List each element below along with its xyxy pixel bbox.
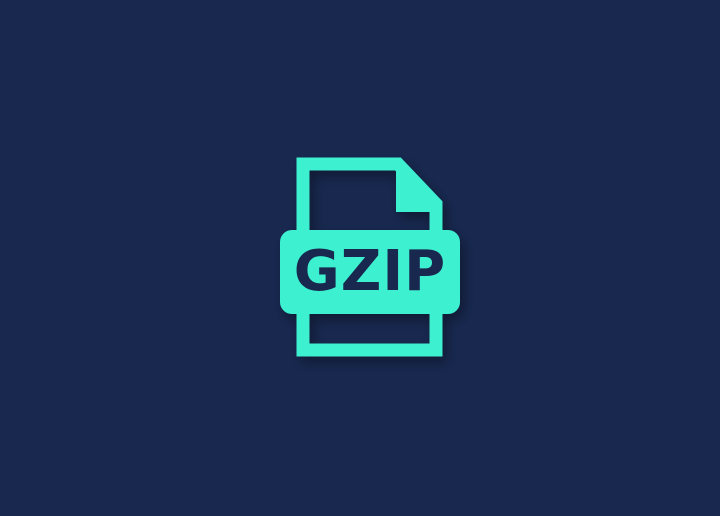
file-label-band	[280, 230, 460, 314]
file-fold-corner	[396, 158, 442, 212]
file-icon	[280, 157, 460, 357]
file-type-label: GZIP	[293, 239, 447, 304]
gzip-file-icon: GZIP	[270, 150, 470, 370]
